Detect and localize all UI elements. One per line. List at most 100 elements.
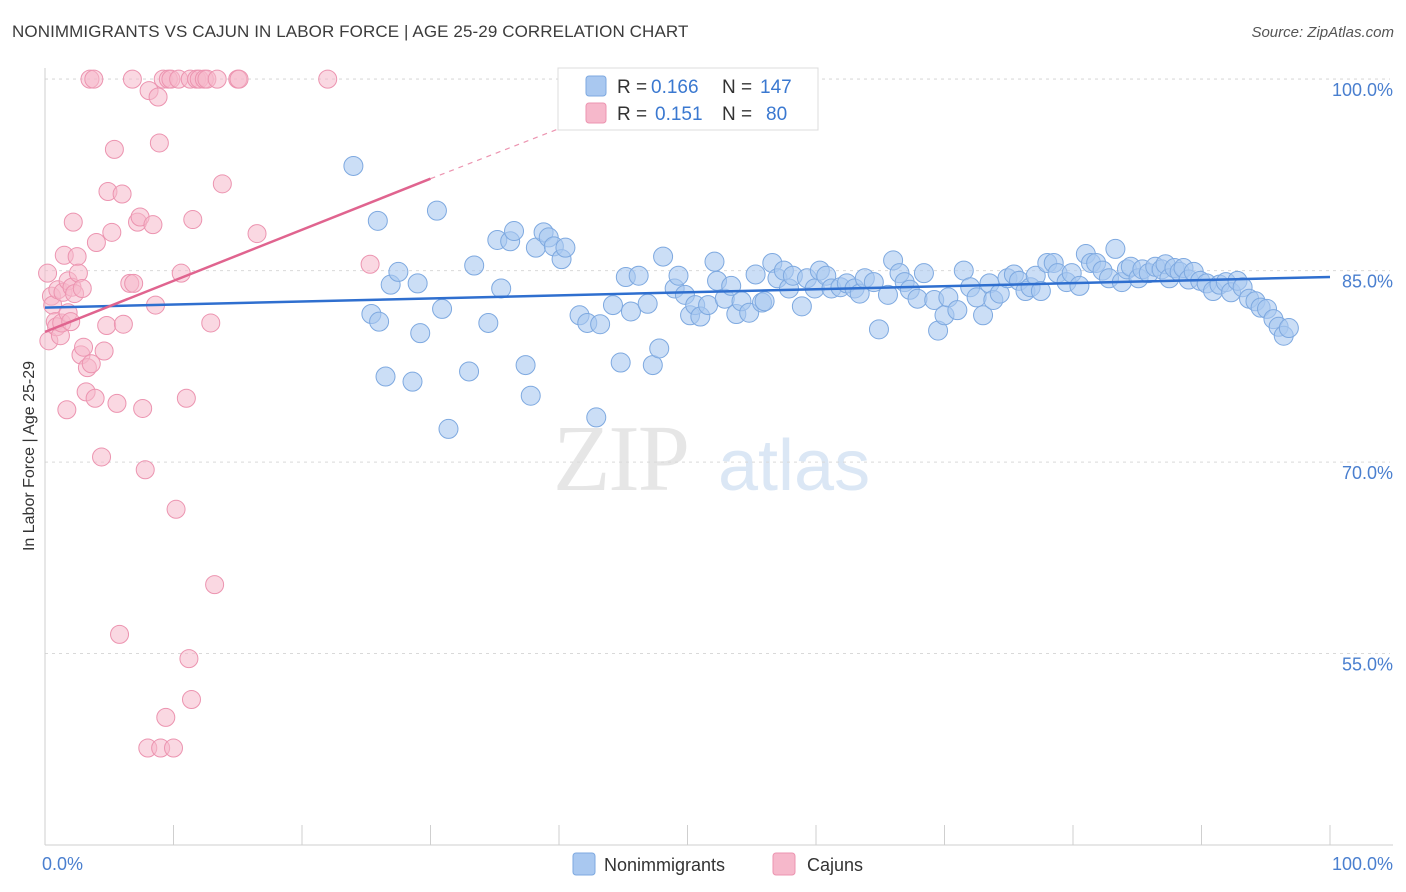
cajuns-point-72 — [212, 174, 232, 194]
nonimmigrants-point-40 — [653, 246, 674, 267]
cajuns-point-74 — [229, 69, 249, 89]
x-tick-label-1: 100.0% — [1332, 854, 1393, 874]
x-tick-label-0: 0.0% — [42, 854, 83, 874]
nonimmigrants-point-0 — [343, 155, 364, 176]
nonimmigrants-point-27 — [555, 237, 576, 258]
cajuns-points — [38, 69, 380, 758]
nonimmigrants-point-32 — [602, 295, 623, 316]
cajuns-point-60 — [176, 388, 196, 408]
cajuns-point-47 — [143, 215, 163, 235]
nonimmigrants-point-3 — [369, 311, 390, 332]
cajuns-point-25 — [81, 354, 101, 374]
watermark-atlas: atlas — [718, 426, 870, 506]
cajuns-point-50 — [149, 133, 169, 153]
nonimmigrants-point-21 — [520, 385, 541, 406]
nonimmigrants-point-82 — [913, 263, 934, 284]
nonimmigrants-point-35 — [620, 301, 641, 322]
stats-r-value-1: 0.166 — [651, 77, 699, 98]
cajuns-point-18 — [67, 247, 87, 267]
nonimmigrants-point-11 — [432, 298, 453, 319]
stats-r-label-1: R = — [617, 77, 647, 98]
nonimmigrants-point-6 — [388, 261, 409, 282]
chart-title: NONIMMIGRANTS VS CAJUN IN LABOR FORCE | … — [12, 22, 689, 41]
cajuns-point-69 — [201, 313, 221, 333]
cajuns-point-39 — [122, 69, 142, 89]
cajuns-point-34 — [107, 393, 127, 413]
nonimmigrants-points — [343, 155, 1299, 439]
nonimmigrants-point-101 — [1030, 281, 1051, 302]
legend-nonimmigrants-label: Nonimmigrants — [604, 855, 725, 875]
stats-r-label-2: R = — [617, 104, 647, 125]
cajuns-point-76 — [318, 69, 338, 89]
nonimmigrants-point-107 — [1069, 275, 1090, 296]
nonimmigrants-point-15 — [478, 312, 499, 333]
cajuns-point-70 — [205, 575, 225, 595]
series-legend: Nonimmigrants Cajuns — [572, 852, 863, 876]
cajuns-point-32 — [102, 222, 122, 242]
cajuns-point-64 — [183, 210, 203, 230]
cajuns-point-43 — [133, 398, 153, 418]
cajuns-point-27 — [86, 233, 106, 253]
nonimmigrants-point-57 — [754, 291, 775, 312]
nonimmigrants-point-20 — [515, 355, 536, 376]
nonimmigrants-point-12 — [438, 418, 459, 439]
nonimmigrants-point-13 — [459, 361, 480, 382]
legend-nonimmigrants-swatch — [572, 852, 596, 876]
cajuns-point-53 — [156, 707, 176, 727]
stats-n-value-1: 147 — [760, 77, 792, 98]
cajuns-point-36 — [112, 184, 132, 204]
stats-legend-pink-swatch — [585, 102, 607, 124]
cajuns-point-11 — [57, 400, 77, 420]
cajuns-point-79 — [85, 388, 105, 408]
stats-legend: R = 0.166 N = 147 R = 0.151 N = 80 — [557, 67, 819, 131]
watermark-zip: ZIP — [553, 407, 688, 511]
nonimmigrants-point-14 — [464, 255, 485, 276]
nonimmigrants-point-31 — [590, 314, 611, 335]
nonimmigrants-point-63 — [791, 296, 812, 317]
cajuns-point-35 — [110, 624, 130, 644]
y-tick-label-1: 85.0% — [1342, 272, 1393, 292]
cajuns-point-77 — [360, 254, 380, 274]
cajuns-point-26 — [84, 69, 104, 89]
nonimmigrants-point-7 — [402, 371, 423, 392]
nonimmigrants-point-17 — [491, 278, 512, 299]
nonimmigrants-point-75 — [868, 319, 889, 340]
nonimmigrants-point-19 — [504, 221, 525, 242]
cajuns-point-63 — [181, 689, 201, 709]
cajuns-point-0 — [38, 263, 58, 283]
stats-n-value-2: 80 — [766, 104, 787, 125]
cajuns-point-29 — [94, 341, 114, 361]
nonimmigrants-point-36 — [628, 265, 649, 286]
nonimmigrants-point-55 — [745, 264, 766, 285]
cajuns-point-22 — [74, 337, 94, 357]
nonimmigrants-point-2 — [367, 210, 388, 231]
nonimmigrants-point-37 — [637, 293, 658, 314]
nonimmigrants-point-81 — [907, 288, 928, 309]
axes — [44, 68, 1393, 846]
y-tick-label-2: 70.0% — [1342, 463, 1393, 483]
gridlines — [45, 78, 1390, 655]
nonimmigrants-trend-line — [44, 275, 1331, 309]
y-axis-label: In Labor Force | Age 25-29 — [21, 361, 38, 551]
cajuns-point-21 — [72, 278, 92, 298]
nonimmigrants-point-47 — [698, 295, 719, 316]
nonimmigrants-point-144 — [1278, 318, 1299, 339]
nonimmigrants-point-33 — [610, 352, 631, 373]
nonimmigrants-point-113 — [1105, 238, 1126, 259]
cajuns-point-61 — [179, 649, 199, 669]
source-label: Source: ZipAtlas.com — [1251, 24, 1394, 41]
cajuns-trend-line — [44, 177, 431, 334]
cajuns-point-49 — [148, 87, 168, 107]
watermark: ZIP atlas — [553, 407, 870, 511]
cajuns-point-75 — [247, 224, 267, 244]
cajuns-point-30 — [97, 315, 117, 335]
stats-legend-blue-swatch — [585, 75, 607, 97]
nonimmigrants-point-42 — [668, 265, 689, 286]
nonimmigrants-point-48 — [704, 251, 725, 272]
nonimmigrants-point-8 — [407, 273, 428, 294]
cajuns-point-56 — [164, 738, 183, 758]
x-tick-labels: 0.0% 100.0% — [42, 854, 1393, 874]
stats-r-value-2: 0.151 — [655, 104, 703, 125]
cajuns-point-44 — [135, 460, 155, 480]
